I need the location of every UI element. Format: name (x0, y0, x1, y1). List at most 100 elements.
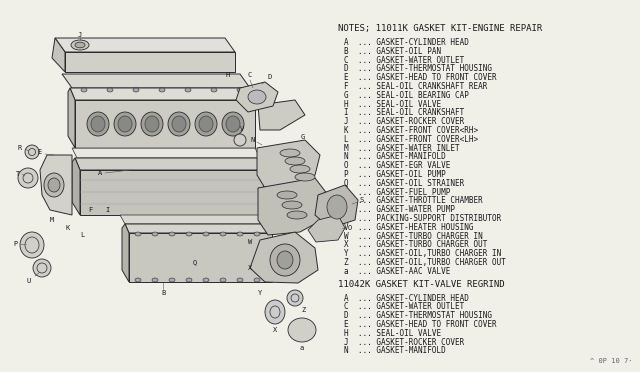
Ellipse shape (18, 168, 38, 188)
Polygon shape (65, 52, 235, 72)
Text: A  ... GASKET-CYLINDER HEAD: A ... GASKET-CYLINDER HEAD (344, 38, 469, 47)
Ellipse shape (295, 173, 315, 181)
Text: A: A (98, 170, 102, 176)
Ellipse shape (277, 191, 297, 199)
Ellipse shape (172, 116, 186, 132)
Text: H  ... SEAL-OIL VALVE: H ... SEAL-OIL VALVE (344, 329, 441, 338)
Ellipse shape (81, 88, 87, 92)
Ellipse shape (199, 116, 213, 132)
Ellipse shape (226, 116, 240, 132)
Polygon shape (68, 88, 75, 148)
Text: G: G (301, 134, 305, 140)
Text: N  ... GASKET-MANIFOLD: N ... GASKET-MANIFOLD (344, 153, 445, 161)
Polygon shape (315, 185, 358, 228)
Ellipse shape (71, 40, 89, 50)
Text: a  ... GASKET-AAC VALVE: a ... GASKET-AAC VALVE (344, 267, 451, 276)
Ellipse shape (285, 157, 305, 165)
Ellipse shape (118, 116, 132, 132)
Text: L  ... GASKET-FRONT COVER<LH>: L ... GASKET-FRONT COVER<LH> (344, 135, 478, 144)
Text: H: H (226, 72, 230, 78)
Text: B  ... GASKET-OIL PAN: B ... GASKET-OIL PAN (344, 47, 441, 56)
Ellipse shape (211, 88, 217, 92)
Text: N: N (251, 137, 255, 143)
Text: I: I (105, 207, 109, 213)
Text: I  ... SEAL-OIL CRANKSHAFT: I ... SEAL-OIL CRANKSHAFT (344, 108, 464, 118)
Text: 11042K GASKET KIT-VALVE REGRIND: 11042K GASKET KIT-VALVE REGRIND (338, 280, 504, 289)
Text: H  ... SEAL-OIL VALVE: H ... SEAL-OIL VALVE (344, 100, 441, 109)
Ellipse shape (220, 232, 226, 236)
Ellipse shape (280, 149, 300, 157)
Ellipse shape (159, 88, 165, 92)
Text: X: X (248, 265, 252, 271)
Ellipse shape (288, 318, 316, 342)
Polygon shape (75, 100, 255, 148)
Text: a: a (300, 345, 304, 351)
Ellipse shape (237, 278, 243, 282)
Polygon shape (122, 224, 129, 282)
Ellipse shape (141, 112, 163, 136)
Text: W: W (248, 239, 252, 245)
Text: T: T (16, 171, 20, 177)
Ellipse shape (107, 88, 113, 92)
Polygon shape (120, 215, 268, 224)
Text: E  ... GASKET-HEAD TO FRONT COVER: E ... GASKET-HEAD TO FRONT COVER (344, 73, 497, 82)
Text: V  ... GASKET-HEATER HOUSING: V ... GASKET-HEATER HOUSING (344, 223, 474, 232)
Text: C  ... GASKET-WATER OUTLET: C ... GASKET-WATER OUTLET (344, 302, 464, 311)
Ellipse shape (186, 232, 192, 236)
Text: S  ... GASKET-THROTTLE CHAMBER: S ... GASKET-THROTTLE CHAMBER (344, 196, 483, 205)
Ellipse shape (282, 201, 302, 209)
Text: Z: Z (302, 307, 307, 313)
Text: P  ... GASKET-OIL PUMP: P ... GASKET-OIL PUMP (344, 170, 445, 179)
Text: G  ... SEAL-OIL BEARING CAP: G ... SEAL-OIL BEARING CAP (344, 91, 469, 100)
Polygon shape (70, 88, 255, 100)
Polygon shape (308, 215, 345, 242)
Ellipse shape (135, 232, 141, 236)
Ellipse shape (248, 90, 266, 104)
Text: X  ... GASKET-TURBO CHARGER OUT: X ... GASKET-TURBO CHARGER OUT (344, 240, 488, 249)
Text: U: U (27, 278, 31, 284)
Ellipse shape (195, 112, 217, 136)
Polygon shape (125, 224, 272, 233)
Polygon shape (62, 74, 250, 88)
Ellipse shape (25, 145, 39, 159)
Ellipse shape (75, 42, 85, 48)
Ellipse shape (114, 112, 136, 136)
Text: J  ... GASKET-ROCKER COVER: J ... GASKET-ROCKER COVER (344, 117, 464, 126)
Text: M  ... GASKET-WATER INLET: M ... GASKET-WATER INLET (344, 144, 460, 153)
Ellipse shape (203, 232, 209, 236)
Text: W  ... GASKET-TURBO CHARGER IN: W ... GASKET-TURBO CHARGER IN (344, 232, 483, 241)
Ellipse shape (20, 232, 44, 258)
Text: Q  ... GASKET-OIL STRAINER: Q ... GASKET-OIL STRAINER (344, 179, 464, 188)
Ellipse shape (145, 116, 159, 132)
Ellipse shape (33, 259, 51, 277)
Ellipse shape (169, 278, 175, 282)
Text: M: M (50, 217, 54, 223)
Text: K  ... GASKET-FRONT COVER<RH>: K ... GASKET-FRONT COVER<RH> (344, 126, 478, 135)
Text: R: R (18, 145, 22, 151)
Text: P: P (13, 241, 18, 247)
Text: J  ... GASKET-ROCKER COVER: J ... GASKET-ROCKER COVER (344, 338, 464, 347)
Ellipse shape (91, 116, 105, 132)
Text: D: D (268, 74, 272, 80)
Ellipse shape (135, 278, 141, 282)
Polygon shape (75, 158, 263, 170)
Ellipse shape (327, 195, 347, 219)
Text: R  ... GASKET-FUEL PUMP: R ... GASKET-FUEL PUMP (344, 187, 451, 196)
Text: C  ... GASKET-WATER OUTLET: C ... GASKET-WATER OUTLET (344, 55, 464, 65)
Polygon shape (250, 232, 318, 283)
Ellipse shape (185, 88, 191, 92)
Polygon shape (129, 233, 272, 282)
Text: F: F (88, 207, 92, 213)
Text: O  ... GASKET-EGR VALVE: O ... GASKET-EGR VALVE (344, 161, 451, 170)
Ellipse shape (186, 278, 192, 282)
Ellipse shape (222, 112, 244, 136)
Polygon shape (236, 82, 278, 112)
Polygon shape (258, 178, 328, 235)
Text: T  ... GASKET-WATER PUMP: T ... GASKET-WATER PUMP (344, 205, 455, 214)
Ellipse shape (169, 232, 175, 236)
Text: K: K (66, 225, 70, 231)
Text: V: V (240, 126, 244, 132)
Text: D  ... GASKET-THERMOSTAT HOUSING: D ... GASKET-THERMOSTAT HOUSING (344, 311, 492, 320)
Ellipse shape (254, 232, 260, 236)
Ellipse shape (270, 244, 300, 276)
